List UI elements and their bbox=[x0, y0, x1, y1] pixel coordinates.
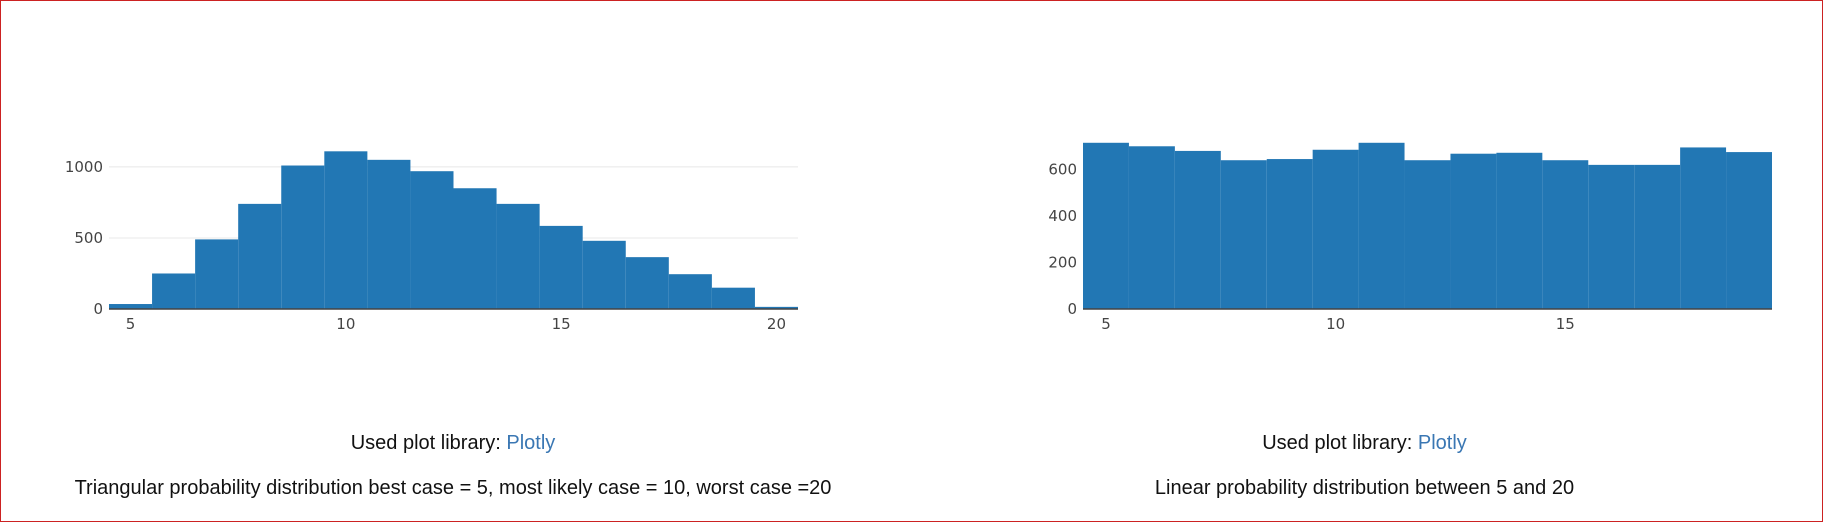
lin-histogram-bar[interactable] bbox=[1312, 149, 1359, 309]
lin-histogram-bar[interactable] bbox=[1266, 159, 1313, 309]
tri-y-tick-label: 1000 bbox=[65, 158, 103, 176]
tri-x-tick-label: 5 bbox=[126, 315, 136, 333]
tri-histogram-bar[interactable] bbox=[453, 188, 497, 309]
lin-histogram-bar[interactable] bbox=[1726, 152, 1772, 309]
right-library-prefix: Used plot library: bbox=[1262, 432, 1413, 454]
tri-x-tick-label: 15 bbox=[552, 315, 571, 333]
tri-histogram-bar[interactable] bbox=[496, 203, 540, 309]
tri-histogram-bar[interactable] bbox=[367, 159, 411, 309]
right-library-caption: Used plot library: Plotly bbox=[906, 432, 1823, 455]
tri-histogram-bar[interactable] bbox=[539, 225, 583, 309]
right-panel: 0 200 400 600 5 10 15 Used plot library: Plotl… bbox=[906, 0, 1823, 522]
lin-histogram-bar[interactable] bbox=[1542, 160, 1589, 309]
tri-histogram-bar[interactable] bbox=[582, 240, 626, 309]
lin-y-tick-label: 0 bbox=[1067, 300, 1077, 318]
tri-histogram-bar[interactable] bbox=[754, 306, 798, 309]
right-plotly-link[interactable]: Plotly bbox=[1417, 432, 1467, 454]
lin-histogram-bar[interactable] bbox=[1496, 152, 1543, 309]
left-description: Triangular probability distribution best… bbox=[74, 477, 832, 499]
tri-histogram-bar[interactable] bbox=[281, 165, 325, 309]
lin-y-tick-label: 600 bbox=[1048, 161, 1077, 179]
lin-histogram-bar[interactable] bbox=[1128, 146, 1175, 309]
tri-histogram-bar[interactable] bbox=[410, 171, 454, 309]
tri-histogram-bar[interactable] bbox=[324, 151, 368, 309]
left-panel: 0 500 1000 5 10 15 20 Used plot library: Plotl… bbox=[0, 0, 906, 522]
triangular-histogram-chart[interactable]: 0 500 1000 5 10 15 20 bbox=[0, 0, 906, 360]
tri-histogram-bar[interactable] bbox=[152, 273, 196, 309]
left-library-caption: Used plot library: Plotly bbox=[0, 432, 906, 455]
tri-x-tick-label: 10 bbox=[336, 315, 355, 333]
tri-histogram-bar[interactable] bbox=[711, 287, 755, 309]
lin-histogram-bar[interactable] bbox=[1358, 142, 1405, 309]
left-library-prefix: Used plot library: bbox=[350, 432, 501, 454]
lin-histogram-bar[interactable] bbox=[1083, 142, 1129, 309]
lin-histogram-bar[interactable] bbox=[1174, 150, 1221, 309]
lin-histogram-bar[interactable] bbox=[1680, 147, 1727, 309]
tri-x-tick-label: 20 bbox=[767, 315, 786, 333]
tri-histogram-bar[interactable] bbox=[195, 239, 239, 309]
lin-histogram-bar[interactable] bbox=[1588, 164, 1635, 309]
tri-histogram-bar[interactable] bbox=[238, 203, 282, 309]
lin-x-tick-label: 10 bbox=[1326, 315, 1345, 333]
lin-y-tick-label: 400 bbox=[1048, 207, 1077, 225]
right-description: Linear probability distribution between … bbox=[1154, 477, 1575, 499]
tri-histogram-bar[interactable] bbox=[109, 304, 153, 309]
lin-histogram-bar[interactable] bbox=[1404, 160, 1451, 309]
tri-y-tick-label: 0 bbox=[93, 300, 103, 318]
tri-y-tick-label: 500 bbox=[74, 229, 103, 247]
lin-x-tick-label: 5 bbox=[1101, 315, 1111, 333]
lin-y-tick-label: 200 bbox=[1048, 254, 1077, 272]
lin-histogram-bar[interactable] bbox=[1450, 153, 1497, 309]
lin-x-tick-label: 15 bbox=[1556, 315, 1575, 333]
lin-histogram-bar[interactable] bbox=[1220, 160, 1267, 309]
tri-histogram-bar[interactable] bbox=[625, 257, 669, 309]
left-plotly-link[interactable]: Plotly bbox=[506, 432, 556, 454]
lin-histogram-bar[interactable] bbox=[1634, 164, 1681, 309]
linear-histogram-chart[interactable]: 0 200 400 600 5 10 15 bbox=[906, 0, 1823, 360]
tri-histogram-bar[interactable] bbox=[668, 274, 712, 309]
